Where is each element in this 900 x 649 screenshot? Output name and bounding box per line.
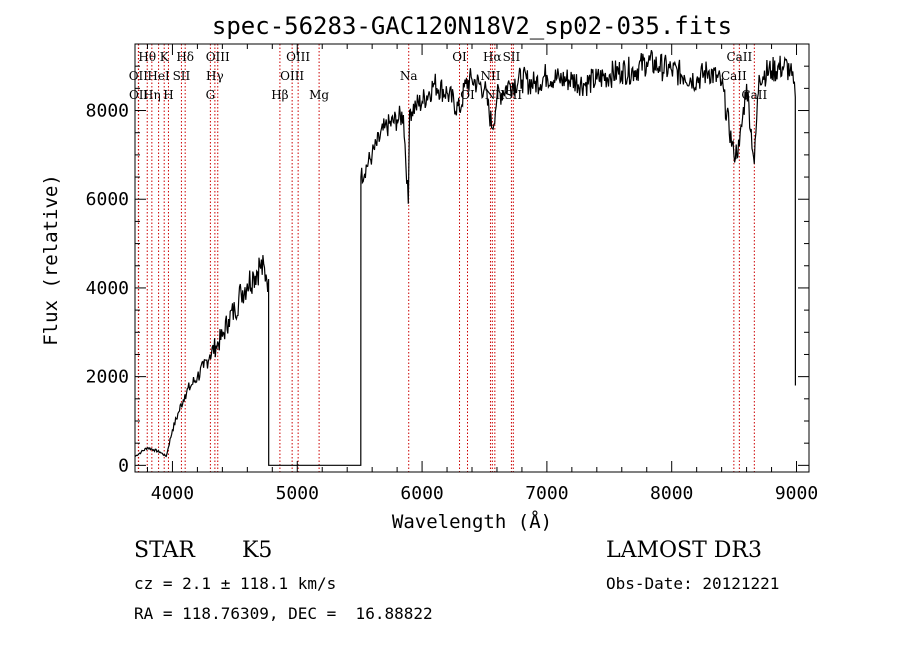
line-label-8: SII bbox=[173, 69, 191, 83]
coordinates: RA = 118.76309, DEC = 16.88822 bbox=[134, 604, 433, 623]
line-label-21: NII bbox=[485, 88, 505, 102]
x-tick-label-1: 5000 bbox=[276, 483, 319, 504]
object-class: STAR bbox=[134, 538, 195, 563]
x-tick-label-3: 7000 bbox=[525, 483, 568, 504]
line-label-2: OII bbox=[129, 88, 149, 102]
line-label-22: SII bbox=[503, 50, 521, 64]
object-subclass: K5 bbox=[242, 538, 273, 563]
x-tick-label-0: 4000 bbox=[151, 483, 194, 504]
line-label-7: Hδ bbox=[176, 50, 194, 64]
obs-date: Obs-Date: 20121221 bbox=[606, 574, 780, 593]
line-label-5: K bbox=[160, 50, 170, 64]
line-label-4: HeI bbox=[147, 69, 170, 83]
survey-name: LAMOST DR3 bbox=[606, 538, 762, 563]
spectral-lines bbox=[137, 44, 755, 472]
line-label-19: Hα bbox=[483, 50, 502, 64]
line-label-1: OII bbox=[129, 69, 149, 83]
line-label-6: H bbox=[163, 88, 173, 102]
line-label-25: CaII bbox=[726, 50, 752, 64]
y-tick-label-3: 6000 bbox=[86, 189, 129, 210]
line-label-26: CaII bbox=[741, 88, 767, 102]
line-label-15: Mg bbox=[309, 88, 329, 102]
line-label-16: Na bbox=[400, 69, 418, 83]
line-label-17: OI bbox=[452, 50, 467, 64]
y-tick-label-0: 0 bbox=[118, 455, 129, 476]
line-label-24: CaII bbox=[721, 69, 747, 83]
line-label-23: SII bbox=[504, 88, 522, 102]
x-tick-label-5: 9000 bbox=[775, 483, 818, 504]
line-label-3: Hη bbox=[143, 88, 161, 102]
spectrum-line bbox=[134, 50, 796, 466]
redshift-info: cz = 2.1 ± 118.1 km/s bbox=[134, 574, 337, 593]
x-tick-label-4: 8000 bbox=[650, 483, 693, 504]
line-label-18: OI bbox=[460, 88, 475, 102]
plot-frame bbox=[134, 43, 810, 473]
line-label-13: OIII bbox=[280, 69, 304, 83]
line-label-14: OIII bbox=[286, 50, 310, 64]
y-tick-label-4: 8000 bbox=[86, 101, 129, 122]
axis-ticks: 4000 5000 6000 7000 8000 9000 0 2000 4000 6000 800… bbox=[86, 44, 818, 504]
line-label-20: NII bbox=[480, 69, 500, 83]
x-axis-label: Wavelength (Å) bbox=[392, 510, 552, 533]
line-label-9: OIII bbox=[206, 50, 230, 64]
x-tick-label-2: 6000 bbox=[400, 483, 443, 504]
y-axis-label: Flux (relative) bbox=[40, 174, 62, 346]
chart-title: spec-56283-GAC120N18V2_sp02-035.fits bbox=[212, 12, 732, 40]
y-tick-label-1: 2000 bbox=[86, 367, 129, 388]
y-tick-label-2: 4000 bbox=[86, 278, 129, 299]
line-label-0: Hθ bbox=[138, 50, 156, 64]
line-label-10: Hγ bbox=[206, 69, 224, 83]
line-label-11: G bbox=[206, 88, 216, 102]
line-label-12: Hβ bbox=[271, 88, 288, 102]
